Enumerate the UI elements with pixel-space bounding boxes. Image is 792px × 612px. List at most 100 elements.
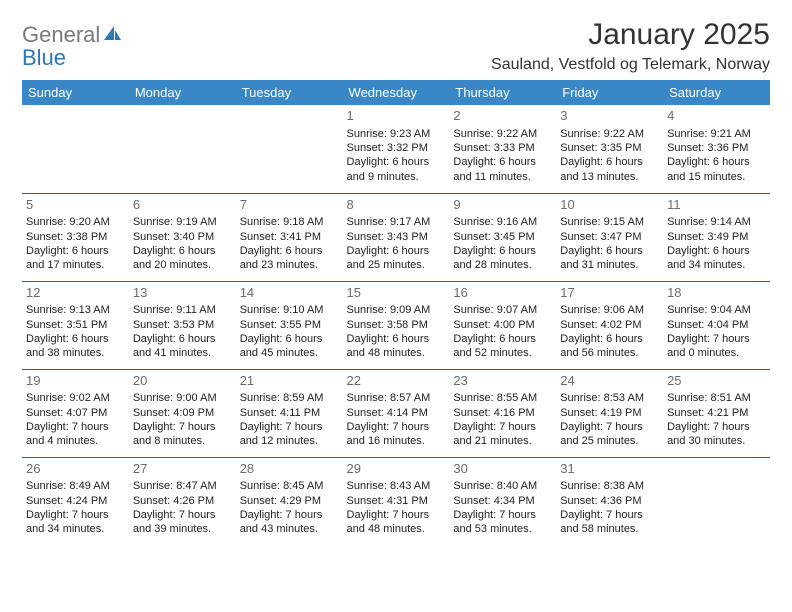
day-number: 3 (560, 108, 659, 125)
col-friday: Friday (556, 80, 663, 105)
sunrise-text: Sunrise: 9:19 AM (133, 215, 232, 229)
calendar-cell (129, 105, 236, 193)
day-number: 18 (667, 285, 766, 302)
day2-text: and 13 minutes. (560, 170, 659, 184)
day2-text: and 43 minutes. (240, 522, 339, 536)
day1-text: Daylight: 6 hours (560, 244, 659, 258)
day2-text: and 34 minutes. (667, 258, 766, 272)
day2-text: and 30 minutes. (667, 434, 766, 448)
day-number: 31 (560, 461, 659, 478)
day-number: 23 (453, 373, 552, 390)
day1-text: Daylight: 7 hours (667, 332, 766, 346)
day-number: 5 (26, 197, 125, 214)
calendar-cell: 8Sunrise: 9:17 AMSunset: 3:43 PMDaylight… (343, 193, 450, 281)
sunset-text: Sunset: 4:26 PM (133, 494, 232, 508)
calendar-cell: 19Sunrise: 9:02 AMSunset: 4:07 PMDayligh… (22, 369, 129, 457)
col-monday: Monday (129, 80, 236, 105)
calendar-cell: 18Sunrise: 9:04 AMSunset: 4:04 PMDayligh… (663, 281, 770, 369)
day2-text: and 23 minutes. (240, 258, 339, 272)
day2-text: and 48 minutes. (347, 522, 446, 536)
sunset-text: Sunset: 3:55 PM (240, 318, 339, 332)
sunrise-text: Sunrise: 9:15 AM (560, 215, 659, 229)
day1-text: Daylight: 6 hours (667, 155, 766, 169)
col-saturday: Saturday (663, 80, 770, 105)
sunset-text: Sunset: 4:07 PM (26, 406, 125, 420)
day2-text: and 25 minutes. (347, 258, 446, 272)
day1-text: Daylight: 7 hours (26, 508, 125, 522)
page-title: January 2025 (491, 18, 770, 52)
day-number: 10 (560, 197, 659, 214)
calendar-cell: 29Sunrise: 8:43 AMSunset: 4:31 PMDayligh… (343, 457, 450, 545)
day2-text: and 58 minutes. (560, 522, 659, 536)
calendar-cell: 7Sunrise: 9:18 AMSunset: 3:41 PMDaylight… (236, 193, 343, 281)
day2-text: and 21 minutes. (453, 434, 552, 448)
sunrise-text: Sunrise: 9:06 AM (560, 303, 659, 317)
sunset-text: Sunset: 4:00 PM (453, 318, 552, 332)
col-thursday: Thursday (449, 80, 556, 105)
day2-text: and 52 minutes. (453, 346, 552, 360)
sunset-text: Sunset: 4:36 PM (560, 494, 659, 508)
day-number: 14 (240, 285, 339, 302)
sunset-text: Sunset: 4:34 PM (453, 494, 552, 508)
day-number: 9 (453, 197, 552, 214)
sunset-text: Sunset: 4:21 PM (667, 406, 766, 420)
day1-text: Daylight: 6 hours (347, 244, 446, 258)
calendar-cell: 13Sunrise: 9:11 AMSunset: 3:53 PMDayligh… (129, 281, 236, 369)
sunrise-text: Sunrise: 8:43 AM (347, 479, 446, 493)
day1-text: Daylight: 6 hours (133, 332, 232, 346)
col-wednesday: Wednesday (343, 80, 450, 105)
calendar-cell: 5Sunrise: 9:20 AMSunset: 3:38 PMDaylight… (22, 193, 129, 281)
day-number: 8 (347, 197, 446, 214)
sunset-text: Sunset: 3:40 PM (133, 230, 232, 244)
day2-text: and 48 minutes. (347, 346, 446, 360)
day2-text: and 45 minutes. (240, 346, 339, 360)
sunrise-text: Sunrise: 9:22 AM (560, 127, 659, 141)
calendar-row: 12Sunrise: 9:13 AMSunset: 3:51 PMDayligh… (22, 281, 770, 369)
day1-text: Daylight: 6 hours (453, 155, 552, 169)
day1-text: Daylight: 6 hours (133, 244, 232, 258)
day2-text: and 8 minutes. (133, 434, 232, 448)
day2-text: and 31 minutes. (560, 258, 659, 272)
day-number: 24 (560, 373, 659, 390)
day1-text: Daylight: 7 hours (560, 508, 659, 522)
location: Sauland, Vestfold og Telemark, Norway (491, 56, 770, 74)
title-block: January 2025 Sauland, Vestfold og Telema… (491, 18, 770, 74)
day1-text: Daylight: 6 hours (347, 155, 446, 169)
day2-text: and 34 minutes. (26, 522, 125, 536)
calendar-cell: 10Sunrise: 9:15 AMSunset: 3:47 PMDayligh… (556, 193, 663, 281)
day-number: 27 (133, 461, 232, 478)
calendar-table: Sunday Monday Tuesday Wednesday Thursday… (22, 80, 770, 545)
sunset-text: Sunset: 4:11 PM (240, 406, 339, 420)
calendar-cell: 27Sunrise: 8:47 AMSunset: 4:26 PMDayligh… (129, 457, 236, 545)
day1-text: Daylight: 6 hours (453, 244, 552, 258)
page: General Blue January 2025 Sauland, Vestf… (0, 0, 792, 612)
sunrise-text: Sunrise: 9:18 AM (240, 215, 339, 229)
day2-text: and 39 minutes. (133, 522, 232, 536)
sunset-text: Sunset: 4:16 PM (453, 406, 552, 420)
day-number: 21 (240, 373, 339, 390)
day2-text: and 16 minutes. (347, 434, 446, 448)
calendar-header-row: Sunday Monday Tuesday Wednesday Thursday… (22, 80, 770, 105)
sunrise-text: Sunrise: 9:16 AM (453, 215, 552, 229)
day1-text: Daylight: 6 hours (560, 155, 659, 169)
day2-text: and 17 minutes. (26, 258, 125, 272)
sunset-text: Sunset: 4:09 PM (133, 406, 232, 420)
calendar-row: 5Sunrise: 9:20 AMSunset: 3:38 PMDaylight… (22, 193, 770, 281)
day2-text: and 38 minutes. (26, 346, 125, 360)
sunrise-text: Sunrise: 8:55 AM (453, 391, 552, 405)
day1-text: Daylight: 7 hours (240, 420, 339, 434)
calendar-row: 26Sunrise: 8:49 AMSunset: 4:24 PMDayligh… (22, 457, 770, 545)
day1-text: Daylight: 7 hours (133, 420, 232, 434)
calendar-cell: 6Sunrise: 9:19 AMSunset: 3:40 PMDaylight… (129, 193, 236, 281)
sunset-text: Sunset: 3:41 PM (240, 230, 339, 244)
sunrise-text: Sunrise: 9:04 AM (667, 303, 766, 317)
calendar-cell: 22Sunrise: 8:57 AMSunset: 4:14 PMDayligh… (343, 369, 450, 457)
day-number: 11 (667, 197, 766, 214)
day-number: 19 (26, 373, 125, 390)
day2-text: and 25 minutes. (560, 434, 659, 448)
day-number: 26 (26, 461, 125, 478)
calendar-cell: 11Sunrise: 9:14 AMSunset: 3:49 PMDayligh… (663, 193, 770, 281)
sunset-text: Sunset: 3:51 PM (26, 318, 125, 332)
day1-text: Daylight: 7 hours (240, 508, 339, 522)
sunset-text: Sunset: 3:38 PM (26, 230, 125, 244)
